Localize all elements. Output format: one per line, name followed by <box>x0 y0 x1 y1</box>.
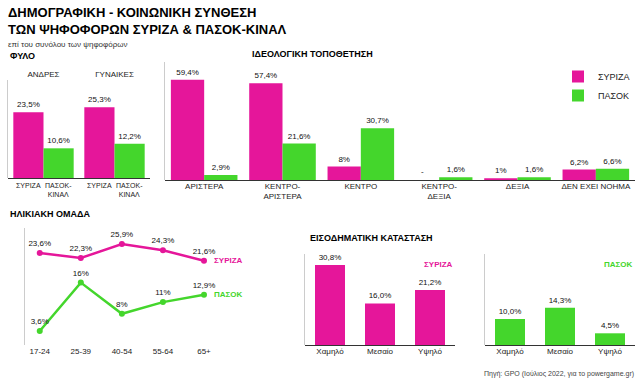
svg-text:8%: 8% <box>338 155 350 164</box>
svg-text:Χαμηλό: Χαμηλό <box>316 347 344 356</box>
svg-text:1,6%: 1,6% <box>447 165 465 174</box>
svg-text:ΣΥΡΙΖΑ: ΣΥΡΙΖΑ <box>424 260 453 269</box>
svg-text:17-24: 17-24 <box>30 347 51 356</box>
svg-text:ΠΑΣΟΚ-ΚΙΝΑΛ: ΠΑΣΟΚ-ΚΙΝΑΛ <box>116 182 143 198</box>
svg-text:ΦΥΛΟ: ΦΥΛΟ <box>10 51 35 61</box>
svg-text:ΣΥΡΙΖΑ: ΣΥΡΙΖΑ <box>87 182 112 189</box>
svg-text:65+: 65+ <box>197 347 211 356</box>
svg-text:22,3%: 22,3% <box>69 244 92 253</box>
svg-text:21,6%: 21,6% <box>193 247 216 256</box>
svg-text:57,4%: 57,4% <box>255 71 278 80</box>
svg-text:16%: 16% <box>73 269 89 278</box>
svg-text:Χαμηλό: Χαμηλό <box>496 347 524 356</box>
svg-text:ΚΕΝΤΡΟ: ΚΕΝΤΡΟ <box>344 182 377 191</box>
svg-text:14,3%: 14,3% <box>549 296 572 305</box>
svg-text:ΓΥΝΑΙΚΕΣ: ΓΥΝΑΙΚΕΣ <box>95 70 134 79</box>
svg-text:11%: 11% <box>155 288 170 297</box>
svg-text:21,6%: 21,6% <box>288 132 311 141</box>
svg-text:ΔΕΞΙΑ: ΔΕΞΙΑ <box>506 182 530 191</box>
svg-text:25,9%: 25,9% <box>111 230 134 239</box>
svg-text:ΠΑΣΟΚ-ΚΙΝΑΛ: ΠΑΣΟΚ-ΚΙΝΑΛ <box>45 182 72 198</box>
svg-text:ΣΥΡΙΖΑ: ΣΥΡΙΖΑ <box>598 72 630 82</box>
svg-text:ΗΛΙΚΙΑΚΗ ΟΜΑΔΑ: ΗΛΙΚΙΑΚΗ ΟΜΑΔΑ <box>10 209 90 219</box>
svg-text:6,6%: 6,6% <box>603 157 621 166</box>
svg-text:ΣΥΡΙΖΑ: ΣΥΡΙΖΑ <box>214 256 243 265</box>
svg-text:Υψηλό: Υψηλό <box>418 347 442 356</box>
svg-text:40-54: 40-54 <box>112 347 133 356</box>
svg-text:10,0%: 10,0% <box>499 307 522 316</box>
svg-text:23,6%: 23,6% <box>28 239 51 248</box>
svg-text:6,2%: 6,2% <box>570 158 588 167</box>
svg-text:ΕΙΣΟΔΗΜΑΤΙΚΗ ΚΑΤΑΣΤΑΣΗ: ΕΙΣΟΔΗΜΑΤΙΚΗ ΚΑΤΑΣΤΑΣΗ <box>310 233 433 243</box>
svg-text:Υψηλό: Υψηλό <box>598 347 622 356</box>
svg-text:10,6%: 10,6% <box>47 136 70 145</box>
svg-text:55-64: 55-64 <box>153 347 174 356</box>
svg-text:24,3%: 24,3% <box>152 236 175 245</box>
svg-text:4,5%: 4,5% <box>601 321 619 330</box>
svg-text:1%: 1% <box>495 166 507 175</box>
svg-text:Μεσαίο: Μεσαίο <box>547 347 574 356</box>
svg-text:ΠΑΣΟΚ: ΠΑΣΟΚ <box>214 290 243 299</box>
svg-text:ΠΑΣΟΚ: ΠΑΣΟΚ <box>604 260 633 269</box>
svg-text:59,4%: 59,4% <box>176 68 199 77</box>
svg-text:ΙΔΕΟΛΟΓΙΚΗ ΤΟΠΟΘΕΤΗΣΗ: ΙΔΕΟΛΟΓΙΚΗ ΤΟΠΟΘΕΤΗΣΗ <box>252 49 373 59</box>
svg-text:12,2%: 12,2% <box>118 132 141 141</box>
svg-text:30,8%: 30,8% <box>319 253 342 262</box>
svg-text:16,0%: 16,0% <box>369 291 392 300</box>
svg-text:ΚΕΝΤΡΟ-ΔΕΞΙΑ: ΚΕΝΤΡΟ-ΔΕΞΙΑ <box>421 182 457 201</box>
svg-text:Πηγή: GPO (Ιούλιος 2022, για τ: Πηγή: GPO (Ιούλιος 2022, για το powergam… <box>484 370 634 378</box>
svg-text:8%: 8% <box>116 300 128 309</box>
svg-text:1,6%: 1,6% <box>525 165 543 174</box>
svg-text:2,9%: 2,9% <box>212 163 230 172</box>
svg-text:3,6%: 3,6% <box>31 317 49 326</box>
svg-text:-: - <box>421 167 424 176</box>
svg-text:ΑΡΙΣΤΕΡΑ: ΑΡΙΣΤΕΡΑ <box>185 182 224 191</box>
svg-text:Μεσαίο: Μεσαίο <box>367 347 394 356</box>
svg-text:ΔΕΝ ΕΧΕΙ ΝΟΗΜΑ: ΔΕΝ ΕΧΕΙ ΝΟΗΜΑ <box>561 182 631 191</box>
svg-text:ΑΝΔΡΕΣ: ΑΝΔΡΕΣ <box>27 70 59 79</box>
svg-text:ΚΕΝΤΡΟ-ΑΡΙΣΤΕΡΑ: ΚΕΝΤΡΟ-ΑΡΙΣΤΕΡΑ <box>263 182 302 201</box>
svg-text:ΣΥΡΙΖΑ: ΣΥΡΙΖΑ <box>16 182 41 189</box>
svg-text:30,7%: 30,7% <box>366 116 389 125</box>
svg-text:25-39: 25-39 <box>71 347 92 356</box>
svg-text:23,5%: 23,5% <box>17 100 40 109</box>
svg-text:ΔΗΜΟΓΡΑΦΙΚΗ - ΚΟΙΝΩΝΙΚΗ ΣΥΝΘΕΣ: ΔΗΜΟΓΡΑΦΙΚΗ - ΚΟΙΝΩΝΙΚΗ ΣΥΝΘΕΣΗΤΩΝ ΨΗΦΟΦ… <box>8 5 287 37</box>
svg-text:επί του συνόλου των ψηφοφόρων: επί του συνόλου των ψηφοφόρων <box>8 40 127 49</box>
svg-text:ΠΑΣΟΚ: ΠΑΣΟΚ <box>598 91 629 101</box>
svg-text:12,9%: 12,9% <box>193 281 216 290</box>
svg-text:25,3%: 25,3% <box>88 95 111 104</box>
svg-text:21,2%: 21,2% <box>419 278 442 287</box>
